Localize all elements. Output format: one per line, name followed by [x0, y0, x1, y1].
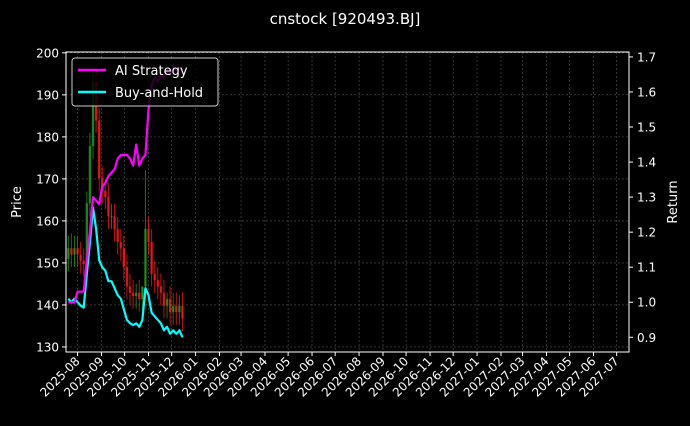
candle-body — [104, 190, 107, 197]
candle-body — [113, 216, 116, 229]
y-right-tick-label: 1.7 — [637, 50, 656, 64]
plot-frame — [65, 51, 630, 353]
candle-body — [119, 241, 122, 249]
candle-body — [110, 216, 113, 218]
y-left-tick-label: 130 — [36, 340, 59, 354]
candle-body — [73, 248, 76, 255]
candle-body — [134, 292, 138, 297]
y-right-tick-label: 1.5 — [637, 121, 656, 135]
candle-body — [70, 248, 73, 255]
y-left-tick-label: 200 — [36, 46, 59, 60]
candle-body — [85, 203, 89, 265]
y-left-tick-label: 160 — [36, 214, 59, 228]
candle-body — [101, 178, 104, 191]
candle-body — [107, 196, 110, 217]
y-right-tick-label: 1.0 — [637, 296, 656, 310]
candle-body — [153, 273, 156, 281]
y-axis-left-label: Price — [10, 186, 25, 218]
legend: AI Strategy Buy-and-Hold — [71, 57, 219, 107]
legend-label-strategy: AI Strategy — [115, 64, 188, 79]
y-right-tick-label: 1.4 — [637, 156, 656, 170]
chart-title: cnstock [920493.BJ] — [270, 10, 421, 28]
candle-body — [178, 305, 181, 313]
series-lines — [67, 66, 184, 338]
candle-body — [141, 286, 144, 300]
candle-body — [122, 248, 126, 268]
candle-body — [144, 228, 147, 287]
candle-body — [162, 292, 166, 306]
candle-body — [67, 248, 70, 259]
candle-body — [150, 241, 153, 274]
candle-body — [76, 248, 79, 255]
y-axis-right-label: Return — [666, 180, 681, 223]
y-right-tick-label: 1.3 — [637, 191, 656, 205]
candle-body — [138, 292, 141, 300]
y-left-tick-label: 140 — [36, 298, 59, 312]
legend-box — [71, 57, 219, 107]
y-left-tick-label: 170 — [36, 172, 59, 186]
candle-body — [165, 299, 169, 306]
candle-body — [159, 286, 163, 293]
y-right-tick-label: 1.1 — [637, 261, 656, 275]
candle-body — [125, 267, 129, 287]
candle-body — [97, 120, 101, 179]
y-left-tick-label: 190 — [36, 88, 59, 102]
candle-body — [91, 82, 95, 147]
candle-body — [168, 299, 172, 313]
candle-body — [131, 292, 135, 297]
candle-body — [181, 305, 184, 319]
candle-body — [116, 228, 119, 242]
y-left-tick-label: 150 — [36, 256, 59, 270]
y-right-tick-label: 1.2 — [637, 226, 656, 240]
buy-and-hold-line — [67, 206, 184, 338]
candle-body — [79, 254, 82, 261]
y-left-tick-label: 180 — [36, 130, 59, 144]
y-right-tick-label: 1.6 — [637, 85, 656, 99]
candle-body — [88, 146, 92, 204]
candle-body — [172, 305, 175, 313]
y-right-tick-label: 0.9 — [637, 331, 656, 345]
candle-body — [156, 280, 159, 287]
legend-label-buy-hold: Buy-and-Hold — [115, 86, 203, 101]
candle-body — [175, 305, 178, 313]
candle-body — [82, 260, 85, 265]
candle-body — [147, 228, 150, 242]
candle-body — [128, 286, 132, 293]
